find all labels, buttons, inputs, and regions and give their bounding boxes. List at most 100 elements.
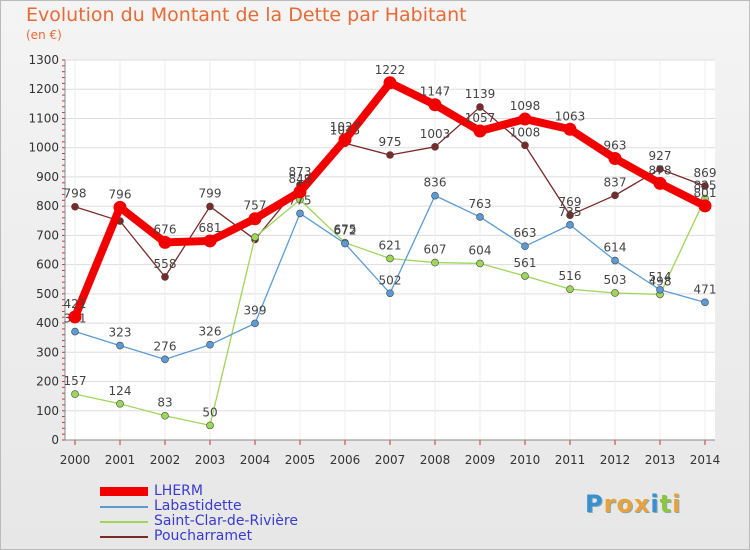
data-point-poucharramet xyxy=(566,211,574,220)
data-label-saint-clar-de-rivi-re: 498 xyxy=(649,274,672,288)
data-label-saint-clar-de-rivi-re: 561 xyxy=(514,256,537,270)
data-label-poucharramet: 869 xyxy=(694,166,717,180)
data-point-lherm xyxy=(473,124,487,138)
data-label-poucharramet: 837 xyxy=(604,175,627,189)
logo-letter: r xyxy=(603,490,617,518)
data-label-lherm: 963 xyxy=(604,139,627,153)
chart-unit-label: (en €) xyxy=(26,28,62,42)
data-point-saint-clar-de-rivi-re xyxy=(386,254,394,263)
data-point-labastidette xyxy=(611,256,619,265)
x-tick-label: 2007 xyxy=(375,453,406,467)
legend-swatch-saint-clar xyxy=(100,521,148,523)
data-point-poucharramet xyxy=(521,141,529,150)
data-point-labastidette xyxy=(161,355,169,364)
data-point-lherm xyxy=(113,200,127,214)
data-point-lherm xyxy=(338,133,352,147)
data-label-saint-clar-de-rivi-re: 83 xyxy=(157,396,172,410)
x-tick-label: 2008 xyxy=(420,453,451,467)
data-point-poucharramet xyxy=(431,143,439,151)
data-point-labastidette xyxy=(476,213,484,221)
data-label-labastidette: 672 xyxy=(334,224,357,238)
y-tick-label: 300 xyxy=(36,345,59,359)
data-label-lherm: 1027 xyxy=(330,120,361,134)
data-label-poucharramet: 927 xyxy=(649,149,672,163)
y-tick-label: 1300 xyxy=(28,53,59,67)
y-tick-label: 900 xyxy=(36,170,59,184)
data-point-saint-clar-de-rivi-re xyxy=(71,390,79,398)
data-point-labastidette xyxy=(521,242,529,250)
data-label-lherm: 676 xyxy=(154,222,177,236)
x-tick-label: 2002 xyxy=(150,453,181,467)
data-point-poucharramet xyxy=(161,273,169,281)
data-point-saint-clar-de-rivi-re xyxy=(566,285,574,293)
data-label-saint-clar-de-rivi-re: 675 xyxy=(334,223,357,237)
data-point-lherm xyxy=(653,176,667,190)
legend-label-poucharramet: Poucharramet xyxy=(154,528,253,544)
y-tick-label: 100 xyxy=(36,404,59,418)
data-label-lherm: 849 xyxy=(289,172,312,186)
data-point-lherm xyxy=(563,122,577,136)
logo-letter: o xyxy=(616,490,634,518)
x-tick-label: 2013 xyxy=(645,453,676,467)
data-point-labastidette xyxy=(656,285,664,294)
data-point-labastidette xyxy=(566,221,574,229)
y-tick-label: 0 xyxy=(51,433,59,447)
data-point-labastidette xyxy=(341,239,349,248)
data-label-labastidette: 663 xyxy=(514,226,537,240)
y-tick-label: 200 xyxy=(36,375,59,389)
data-label-poucharramet: 799 xyxy=(199,186,222,200)
data-point-poucharramet xyxy=(386,151,394,159)
data-label-labastidette: 502 xyxy=(379,273,402,287)
data-point-labastidette xyxy=(206,340,214,349)
data-label-saint-clar-de-rivi-re: 621 xyxy=(379,238,402,252)
data-point-saint-clar-de-rivi-re xyxy=(161,411,169,420)
data-point-poucharramet xyxy=(476,103,484,111)
data-label-labastidette: 763 xyxy=(469,197,492,211)
x-tick-label: 2012 xyxy=(600,453,631,467)
data-label-saint-clar-de-rivi-re: 157 xyxy=(64,374,87,388)
data-point-lherm xyxy=(518,112,532,126)
x-tick-label: 2001 xyxy=(105,453,136,467)
data-point-poucharramet xyxy=(701,182,709,190)
data-label-lherm: 801 xyxy=(694,186,717,200)
x-tick-label: 2011 xyxy=(555,453,586,467)
x-tick-label: 2004 xyxy=(240,453,271,467)
data-point-lherm xyxy=(383,76,397,90)
legend-label-lherm: LHERM xyxy=(154,483,203,499)
data-point-labastidette xyxy=(431,191,439,200)
data-point-labastidette xyxy=(701,298,709,307)
data-label-saint-clar-de-rivi-re: 124 xyxy=(109,384,132,398)
data-point-lherm xyxy=(698,199,712,213)
data-label-lherm: 1098 xyxy=(510,99,541,113)
data-label-labastidette: 326 xyxy=(199,325,222,339)
data-point-poucharramet xyxy=(206,202,214,211)
y-tick-label: 1100 xyxy=(28,111,59,125)
data-point-lherm xyxy=(158,235,172,249)
data-point-lherm xyxy=(608,152,622,166)
data-point-saint-clar-de-rivi-re xyxy=(431,258,439,267)
data-point-saint-clar-de-rivi-re xyxy=(206,421,214,430)
data-label-lherm: 878 xyxy=(649,163,672,177)
data-label-lherm: 681 xyxy=(199,221,222,235)
data-label-lherm: 757 xyxy=(244,199,267,213)
data-point-lherm xyxy=(248,212,262,226)
data-label-poucharramet: 1008 xyxy=(510,125,541,139)
x-tick-label: 2000 xyxy=(60,453,91,467)
y-tick-label: 400 xyxy=(36,316,59,330)
x-tick-label: 2009 xyxy=(465,453,496,467)
logo-letter: t xyxy=(659,490,673,518)
logo-letter: i xyxy=(672,490,682,518)
data-point-labastidette xyxy=(386,289,394,298)
data-label-lherm: 796 xyxy=(109,187,132,201)
data-label-lherm: 1063 xyxy=(555,109,586,123)
x-tick-label: 2010 xyxy=(510,453,541,467)
logo-letter: x xyxy=(633,490,651,518)
logo-letter: i xyxy=(650,490,660,518)
data-label-poucharramet: 1003 xyxy=(420,127,451,141)
data-label-poucharramet: 769 xyxy=(559,195,582,209)
y-tick-label: 800 xyxy=(36,199,59,213)
data-label-saint-clar-de-rivi-re: 604 xyxy=(469,243,492,257)
data-point-labastidette xyxy=(71,327,79,336)
legend-label-saint-clar: Saint-Clar-de-Rivière xyxy=(154,513,298,529)
data-point-poucharramet xyxy=(611,191,619,200)
